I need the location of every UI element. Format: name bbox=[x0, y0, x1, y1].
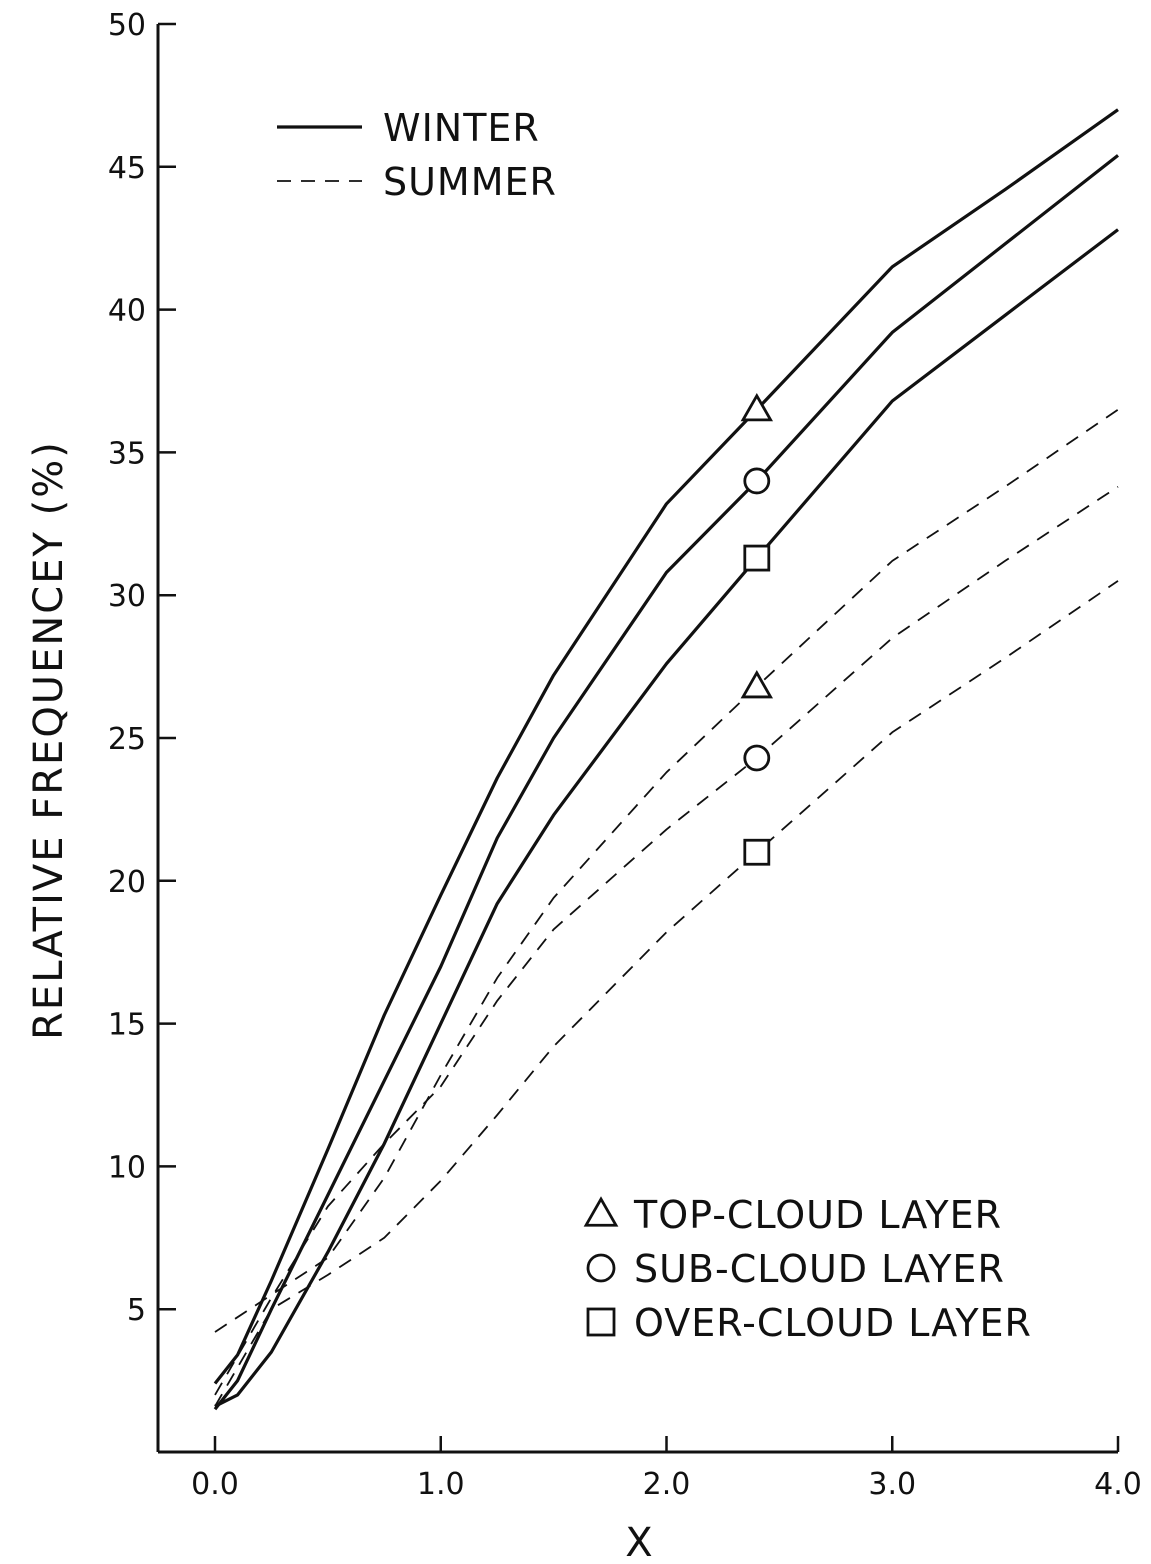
x-tick-label: 3.0 bbox=[868, 1467, 916, 1502]
legend-season: WINTER SUMMER bbox=[277, 106, 557, 204]
x-tick-label: 2.0 bbox=[643, 1467, 691, 1502]
legend-label-sub-cloud-layer: SUB-CLOUD LAYER bbox=[634, 1247, 1005, 1291]
series-group bbox=[213, 108, 1119, 1411]
data-marker-winter-square bbox=[743, 544, 771, 572]
y-tick-label: 35 bbox=[108, 436, 146, 471]
series-line-summer-triangle bbox=[214, 408, 1119, 1333]
x-axis-title: X bbox=[625, 1520, 654, 1564]
legend-marker-circle bbox=[586, 1253, 616, 1283]
legend-label-summer: SUMMER bbox=[383, 160, 557, 204]
y-axis-title: RELATIVE FREQUENCEY (%) bbox=[26, 440, 72, 1040]
series-line-summer-circle bbox=[214, 485, 1119, 1396]
legend-layer: TOP-CLOUD LAYER SUB-CLOUD LAYER OVER-CLOUD… bbox=[583, 1193, 1032, 1345]
series-line-winter-circle bbox=[213, 154, 1119, 1411]
legend-label-over-cloud-layer: OVER-CLOUD LAYER bbox=[634, 1301, 1032, 1345]
markers-group bbox=[740, 392, 774, 866]
y-tick-label: 10 bbox=[108, 1150, 146, 1185]
y-tick-label: 20 bbox=[108, 865, 146, 900]
data-marker-summer-triangle bbox=[740, 669, 774, 699]
series-line-winter-triangle bbox=[213, 108, 1119, 1385]
y-tick-label: 25 bbox=[108, 722, 146, 757]
axes bbox=[156, 24, 1118, 1454]
data-marker-summer-square bbox=[743, 838, 771, 866]
series-line-summer-square bbox=[214, 580, 1119, 1407]
data-marker-winter-circle bbox=[743, 467, 771, 495]
legend-marker-square bbox=[586, 1307, 616, 1337]
legend-label-winter: WINTER bbox=[383, 106, 540, 150]
y-ticks: 5 10 15 20 25 30 35 40 45 50 bbox=[108, 8, 176, 1328]
y-tick-label: 50 bbox=[108, 8, 146, 43]
y-tick-label: 45 bbox=[108, 151, 146, 186]
y-tick-label: 30 bbox=[108, 579, 146, 614]
y-tick-label: 15 bbox=[108, 1008, 146, 1043]
x-tick-label: 0.0 bbox=[191, 1467, 239, 1502]
y-tick-label: 5 bbox=[127, 1293, 146, 1328]
x-ticks: 0.0 1.0 2.0 3.0 4.0 bbox=[191, 1436, 1142, 1502]
legend-marker-triangle bbox=[583, 1196, 619, 1227]
x-tick-label: 4.0 bbox=[1094, 1467, 1142, 1502]
x-tick-label: 1.0 bbox=[417, 1467, 465, 1502]
series-line-winter-square bbox=[214, 228, 1119, 1408]
data-marker-summer-circle bbox=[743, 744, 771, 772]
legend-label-top-cloud-layer: TOP-CLOUD LAYER bbox=[633, 1193, 1002, 1237]
data-marker-winter-triangle bbox=[740, 392, 774, 422]
y-tick-label: 40 bbox=[108, 294, 146, 329]
